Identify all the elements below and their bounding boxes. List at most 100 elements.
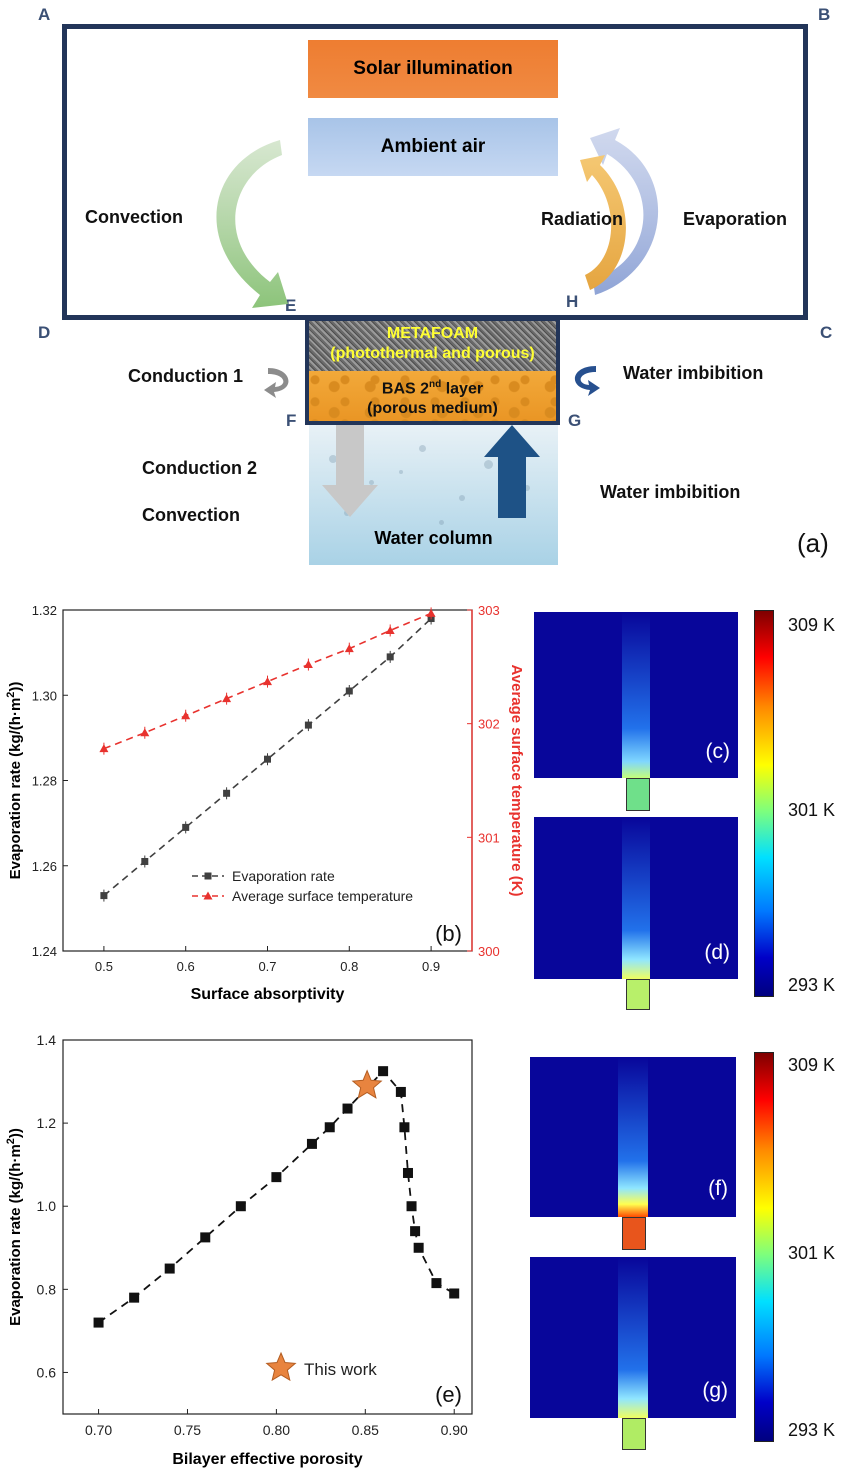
chart-e-point <box>271 1172 282 1183</box>
chart-e-xtick-label: 0.85 <box>352 1422 379 1438</box>
chart-b-y2label: Average surface temperature (K) <box>508 664 525 896</box>
evaporation-arrow-icon <box>580 128 659 295</box>
chart-b-y2tick-label: 302 <box>478 717 500 732</box>
chart-e-ytick-label: 1.4 <box>37 1032 57 1048</box>
chart-e-point <box>378 1066 389 1077</box>
chart-b-point-evap <box>386 653 394 661</box>
conduction2-down-arrow-icon <box>322 425 378 517</box>
chart-e-legend-label: This work <box>304 1360 377 1379</box>
evaporation-label: Evaporation <box>683 209 788 229</box>
chart-e-point <box>235 1201 246 1212</box>
convection-arrow-icon <box>216 140 288 308</box>
chart-e-ytick-label: 1.0 <box>37 1198 57 1214</box>
chart-e-ytick-label: 0.6 <box>37 1364 57 1380</box>
chart-b-point-temp <box>303 660 313 669</box>
chart-b-series-line-1 <box>103 612 432 750</box>
chart-e-point <box>324 1122 335 1133</box>
chart-b-point-evap <box>141 857 149 865</box>
chart-b-y2tick-label: 303 <box>478 603 500 618</box>
chart-b-xtick-label: 0.5 <box>95 959 113 974</box>
metafoam-subtitle: (photothermal and porous) <box>330 345 535 362</box>
chart-b-xtick-label: 0.7 <box>258 959 276 974</box>
heatmap-c-label: (c) <box>705 740 731 763</box>
ambient-air-box: Ambient air <box>308 118 558 176</box>
chart-b-point-evap <box>182 823 190 831</box>
heatmap-d-label: (d) <box>704 941 730 964</box>
chart-e-point <box>449 1288 460 1299</box>
chart-b-ytick-label: 1.28 <box>32 774 57 789</box>
heatmap-f: (f) <box>530 1057 736 1217</box>
chart-e-point <box>410 1226 421 1237</box>
panel-a-label: (a) <box>797 528 829 558</box>
corner-d: D <box>38 323 51 342</box>
chart-b-point-temp <box>181 711 191 720</box>
chart-b-ytick-label: 1.32 <box>32 603 57 618</box>
chart-e-xtick-label: 0.75 <box>174 1422 201 1438</box>
chart-e-legend-star <box>265 1351 297 1382</box>
chart-e-point <box>431 1278 442 1289</box>
chart-b-y2tick-label: 301 <box>478 830 500 845</box>
chart-b-point-temp <box>140 728 150 737</box>
corner-a: A <box>38 5 51 24</box>
chart-b-ylabel: Evaporation rate (kg/(h·m2)) <box>5 682 24 880</box>
colorbar-bottom-max: 309 K <box>788 1055 836 1075</box>
heatmap-c: (c) <box>534 612 738 778</box>
chart-b-absorptivity: 0.5 0.6 0.7 0.8 0.9 1.24 1.26 1.28 1.30 1.32 300 30… <box>5 603 525 1003</box>
bas-title: BAS 2nd layer <box>381 379 484 398</box>
chart-b-ytick-label: 1.30 <box>32 688 57 703</box>
colorbar-top-min: 293 K <box>788 975 836 995</box>
chart-b-ytick-label: 1.24 <box>32 944 57 959</box>
chart-e-point <box>342 1103 353 1114</box>
conduction1-arrow-icon <box>264 368 289 398</box>
convection-label: Convection <box>85 207 184 227</box>
chart-b-xtick-label: 0.6 <box>177 959 195 974</box>
chart-b-point-evap <box>223 789 231 797</box>
corner-h: H <box>566 292 579 311</box>
chart-b-point-temp <box>99 744 109 753</box>
heatmap-c-layer-block <box>626 778 650 811</box>
radiation-label: Radiation <box>541 209 624 229</box>
chart-b-legend-label: Evaporation rate <box>232 868 335 884</box>
chart-b-panel-label: (b) <box>435 921 462 946</box>
water-imbibition-up-arrow-icon <box>484 425 540 518</box>
chart-e-panel-label: (e) <box>435 1382 462 1407</box>
heatmap-d: (d) <box>534 817 738 979</box>
chart-b-point-evap <box>100 892 108 900</box>
metafoam-layer: METAFOAM (photothermal and porous) <box>309 321 556 371</box>
heatmap-g: (g) <box>530 1257 736 1418</box>
chart-e-xtick-label: 0.80 <box>263 1422 290 1438</box>
chart-b-point-evap <box>345 687 353 695</box>
chart-e-point <box>395 1086 406 1097</box>
chart-e-ylabel: Evaporation rate (kg/(h·m2)) <box>5 1128 24 1326</box>
heatmap-f-layer-block <box>622 1217 646 1250</box>
conduction1-label: Conduction 1 <box>128 366 243 386</box>
water-imbibition-upper-label: Water imbibition <box>623 363 764 383</box>
chart-b-point-temp <box>222 694 232 703</box>
corner-f: F <box>286 411 297 430</box>
chart-b-point-evap <box>304 721 312 729</box>
chart-e-xtick-label: 0.70 <box>85 1422 112 1438</box>
chart-b-point-temp <box>263 677 272 686</box>
chart-e-point <box>164 1263 175 1274</box>
chart-b-xtick-label: 0.8 <box>340 959 358 974</box>
chart-e-ytick-label: 0.8 <box>37 1281 57 1297</box>
water-column-label: Water column <box>374 528 493 548</box>
water-imbibition-lower-label: Water imbibition <box>600 482 741 502</box>
chart-e-point <box>200 1232 211 1243</box>
chart-e-point <box>129 1292 140 1303</box>
heatmap-f-label: (f) <box>708 1177 728 1200</box>
chart-b-point-evap <box>264 755 271 763</box>
heatmap-d-layer-block <box>626 979 650 1010</box>
bas-subtitle: (porous medium) <box>367 400 498 418</box>
chart-b-legend-marker <box>204 872 212 880</box>
chart-b-legend-marker <box>203 891 213 900</box>
chart-b-xlabel: Surface absorptivity <box>191 986 345 1003</box>
solar-illumination-box: Solar illumination <box>308 40 558 98</box>
chart-b-point-temp <box>344 644 354 653</box>
chart-e-point <box>402 1167 413 1178</box>
heatmap-g-layer-block <box>622 1418 646 1450</box>
corner-b: B <box>818 5 831 24</box>
chart-e-xtick-label: 0.90 <box>441 1422 468 1438</box>
chart-e-point <box>93 1317 104 1328</box>
chart-b-point-temp <box>385 625 395 634</box>
